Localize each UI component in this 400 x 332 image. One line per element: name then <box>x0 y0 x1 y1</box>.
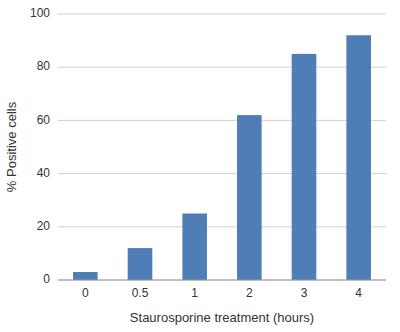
y-tick-label: 60 <box>37 113 51 127</box>
y-tick-label: 0 <box>43 272 50 286</box>
x-tick-label: 0 <box>82 286 89 300</box>
bar <box>292 54 317 280</box>
y-tick-label: 40 <box>37 166 51 180</box>
bar <box>128 248 153 280</box>
y-tick-label: 100 <box>30 6 50 20</box>
chart-container: 0 20 40 60 80 100 0 0.5 1 2 3 4 Staurosporine treatm… <box>0 0 400 332</box>
grid-line <box>58 14 386 15</box>
grid-line <box>58 67 386 68</box>
bar <box>182 214 207 281</box>
grid <box>58 14 386 280</box>
chart-svg: 0 20 40 60 80 100 0 0.5 1 2 3 4 Staurosporine treatm… <box>0 0 400 332</box>
x-tick-label: 1 <box>191 286 198 300</box>
x-axis-line <box>58 280 386 281</box>
x-axis-label: Staurosporine treatment (hours) <box>130 310 314 325</box>
y-tick-labels: 0 20 40 60 80 100 <box>30 6 50 286</box>
x-tick-labels: 0 0.5 1 2 3 4 <box>82 286 362 300</box>
grid-line <box>58 226 386 227</box>
y-axis-label: % Positive cells <box>4 101 19 192</box>
grid-line <box>58 280 386 281</box>
x-tick-label: 2 <box>246 286 253 300</box>
bar <box>237 115 262 280</box>
y-tick-label: 80 <box>37 59 51 73</box>
x-tick-label: 3 <box>301 286 308 300</box>
y-tick-label: 20 <box>37 219 51 233</box>
grid-line <box>58 173 386 174</box>
x-tick-label: 0.5 <box>132 286 149 300</box>
bar <box>346 35 371 280</box>
grid-line <box>58 120 386 121</box>
x-tick-label: 4 <box>355 286 362 300</box>
bar <box>73 272 98 280</box>
bars <box>73 35 371 280</box>
